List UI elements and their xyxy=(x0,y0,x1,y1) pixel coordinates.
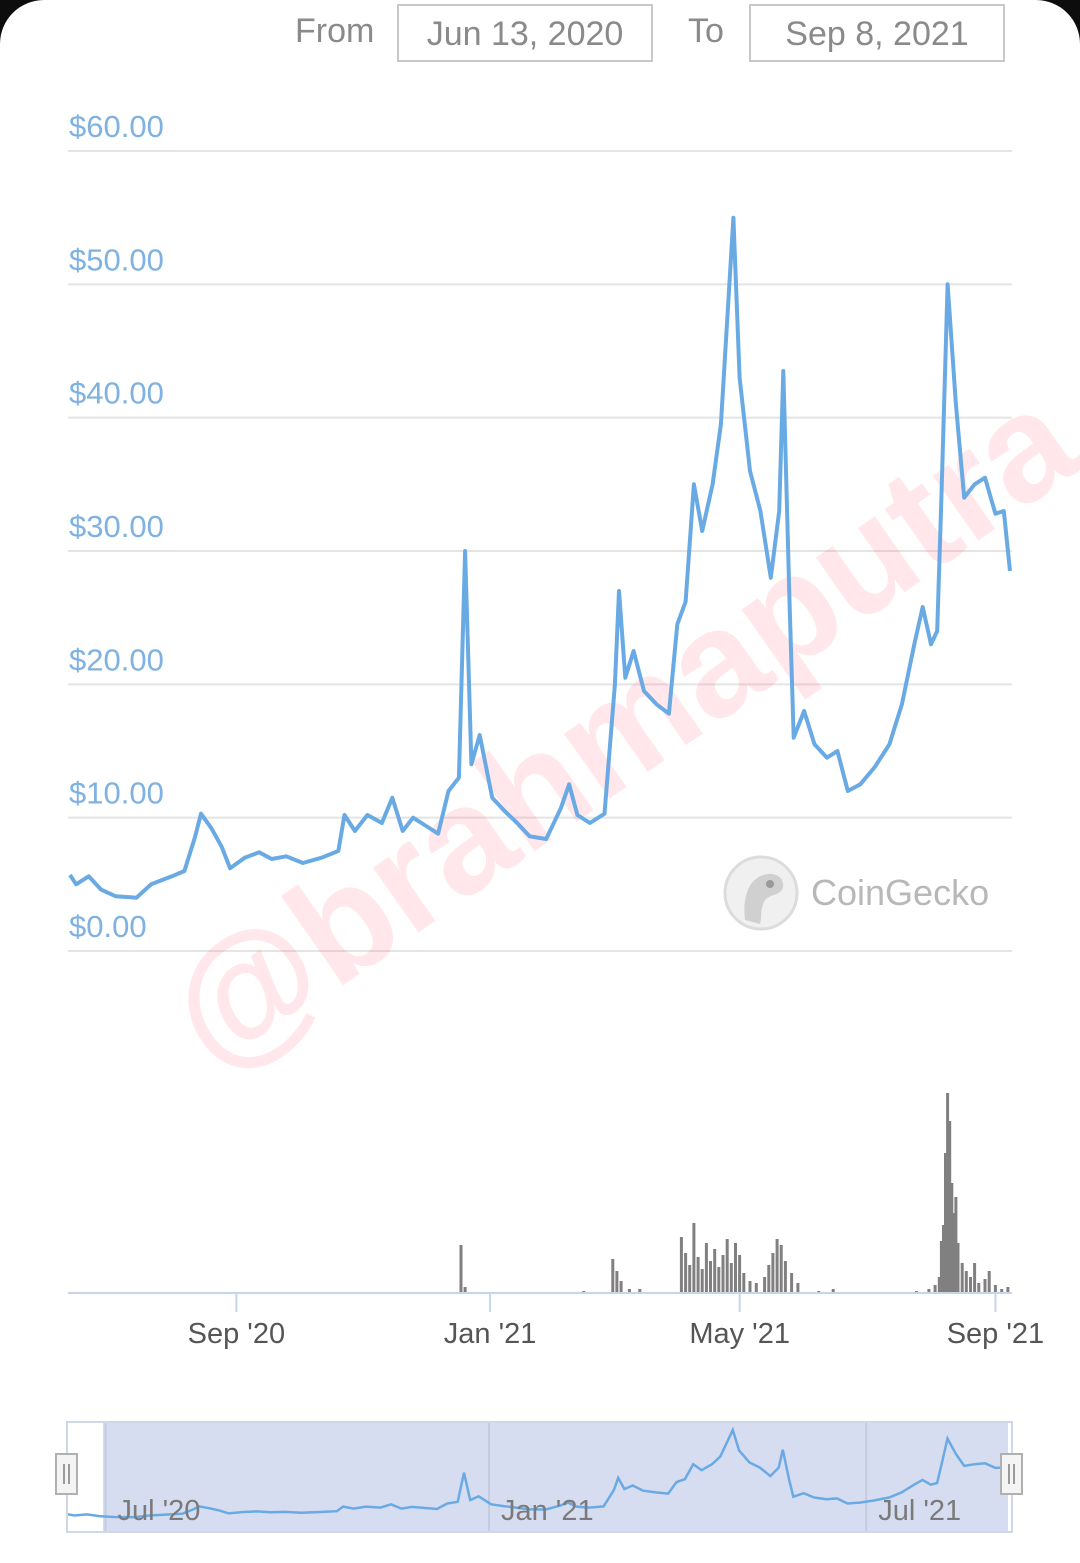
volume-bar xyxy=(688,1265,692,1293)
volume-bar xyxy=(684,1253,688,1293)
volume-bar xyxy=(700,1269,704,1293)
navigator-left-handle[interactable] xyxy=(55,1453,78,1495)
y-tick-label: $50.00 xyxy=(69,242,164,277)
gecko-head-icon xyxy=(744,873,784,924)
volume-bar xyxy=(463,1287,467,1293)
navigator-selection[interactable] xyxy=(103,1423,1008,1531)
x-axis-ticks: Sep '20 Jan '21 May '21 Sep '21 xyxy=(188,1293,1044,1350)
y-tick-label: $0.00 xyxy=(69,909,147,944)
volume-bar xyxy=(1000,1289,1004,1293)
volume-bar xyxy=(983,1279,987,1293)
right-handle-icon[interactable] xyxy=(1000,1453,1023,1495)
y-axis-labels: $0.00 $10.00 $20.00 $30.00 $40.00 $50.00 $60.0… xyxy=(69,109,164,944)
volume-bar xyxy=(771,1253,775,1293)
volume-bar xyxy=(734,1243,737,1293)
volume-bar xyxy=(717,1267,721,1293)
volume-bar xyxy=(969,1277,972,1293)
volume-bar xyxy=(725,1239,729,1293)
volume-bar xyxy=(964,1271,968,1293)
x-tick-label: May '21 xyxy=(689,1318,790,1350)
volume-bar xyxy=(742,1273,746,1293)
volume-bar xyxy=(679,1237,683,1293)
volume-bar xyxy=(948,1121,952,1293)
volume-bar xyxy=(709,1261,712,1293)
volume-bar xyxy=(611,1259,615,1293)
y-tick-label: $20.00 xyxy=(69,642,164,677)
volume-bar xyxy=(713,1249,717,1293)
volume-bar xyxy=(939,1241,943,1293)
to-date-input[interactable]: Sep 8, 2021 xyxy=(749,4,1005,62)
date-range-selector: From Jun 13, 2020 To Sep 8, 2021 xyxy=(0,0,1080,70)
navigator-label: Jul '21 xyxy=(878,1495,961,1527)
volume-bar xyxy=(638,1289,642,1293)
volume-bar xyxy=(692,1223,696,1293)
x-tick-label: Jan '21 xyxy=(444,1318,537,1350)
volume-bar xyxy=(942,1225,945,1293)
volume-bar xyxy=(790,1273,794,1293)
navigator: Jul '20 Jan '21 Jul '21 xyxy=(55,1421,1023,1533)
y-gridlines xyxy=(68,150,1012,952)
volume-bar xyxy=(831,1289,835,1293)
navigator-series-line xyxy=(67,1426,1011,1519)
volume-bar xyxy=(987,1271,991,1293)
volume-bar xyxy=(796,1283,800,1293)
volume-bar xyxy=(729,1263,733,1293)
left-handle-icon[interactable] xyxy=(55,1453,78,1495)
volume-bar xyxy=(783,1261,787,1293)
volume-bar xyxy=(960,1263,964,1293)
navigator-right-handle[interactable] xyxy=(1000,1453,1023,1495)
volume-bar xyxy=(993,1285,997,1293)
volume-bar xyxy=(779,1245,783,1293)
volume-bar xyxy=(738,1255,742,1293)
coingecko-brand: CoinGecko xyxy=(811,872,989,913)
volume-bar xyxy=(927,1289,931,1293)
to-label: To xyxy=(688,12,724,50)
navigator-labels: Jul '20 Jan '21 Jul '21 xyxy=(118,1495,962,1527)
price-series-line xyxy=(68,215,1012,900)
volume-bar xyxy=(950,1183,954,1293)
volume-bar xyxy=(615,1271,619,1293)
volume-bar xyxy=(767,1265,771,1293)
watermark-text: @brahmaputra xyxy=(137,353,1080,1101)
volume-bar xyxy=(696,1257,700,1293)
volume-bar xyxy=(704,1243,708,1293)
volume-bar xyxy=(763,1277,767,1293)
volume-bar xyxy=(754,1283,758,1293)
y-tick-label: $30.00 xyxy=(69,509,164,544)
volume-bar xyxy=(977,1283,981,1293)
volume-bar xyxy=(1006,1287,1010,1293)
from-date-input[interactable]: Jun 13, 2020 xyxy=(397,4,653,62)
navigator-gridlines xyxy=(104,1423,868,1531)
volume-bar xyxy=(459,1245,463,1293)
volume-bar xyxy=(952,1213,956,1293)
coingecko-logo: CoinGecko xyxy=(723,855,989,931)
x-tick-label: Sep '21 xyxy=(947,1318,1044,1350)
volume-bar xyxy=(775,1239,779,1293)
volume-bars xyxy=(459,1093,1010,1293)
volume-bar xyxy=(937,1277,941,1293)
navigator-label: Jul '20 xyxy=(118,1495,201,1527)
y-tick-label: $40.00 xyxy=(69,376,164,411)
volume-bar xyxy=(627,1289,631,1293)
volume-bar xyxy=(944,1153,947,1293)
volume-bar xyxy=(973,1263,977,1293)
y-tick-label: $60.00 xyxy=(69,109,164,144)
volume-bar xyxy=(748,1281,752,1293)
volume-bar xyxy=(946,1093,950,1293)
volume-bar xyxy=(933,1285,937,1293)
y-tick-label: $10.00 xyxy=(69,776,164,811)
x-tick-label: Sep '20 xyxy=(188,1318,285,1350)
volume-bar xyxy=(721,1255,725,1293)
gecko-eye-icon xyxy=(766,880,774,888)
volume-bar xyxy=(956,1243,960,1293)
volume-bar xyxy=(954,1197,958,1293)
volume-bar xyxy=(619,1281,623,1293)
from-label: From xyxy=(295,12,375,50)
navigator-label: Jan '21 xyxy=(501,1495,594,1527)
